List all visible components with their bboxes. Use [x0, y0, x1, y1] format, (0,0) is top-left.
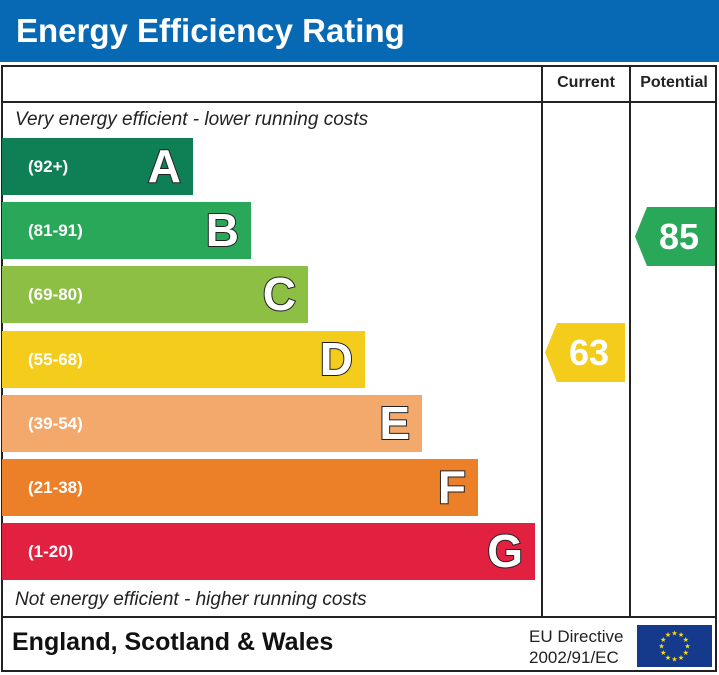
band-range: (92+)	[28, 157, 69, 176]
band-letter: G	[486, 524, 524, 578]
star: ★	[684, 643, 690, 651]
eu-flag-icon: ★ ★★★★★★★★★★★	[637, 625, 712, 667]
band-c: (69-80) C	[2, 266, 308, 324]
footer-divider	[1, 616, 717, 618]
chart-title: Energy Efficiency Rating	[0, 0, 719, 62]
band-letter: A	[147, 139, 182, 193]
band-f: (21-38) F	[2, 459, 478, 516]
bottom-note: Not energy efficient - higher running co…	[15, 589, 367, 610]
star: ★	[678, 654, 684, 662]
top-note: Very energy efficient - lower running co…	[15, 109, 369, 130]
star: ★	[665, 654, 671, 662]
band-range: (1-20)	[28, 542, 74, 562]
band-letter: D	[319, 332, 354, 386]
potential-rating-arrow: 85	[635, 207, 715, 266]
band-range: (69-80)	[28, 285, 83, 305]
star: ★	[658, 643, 664, 651]
band-range: (55-68)	[28, 349, 83, 369]
star: ★	[665, 631, 671, 639]
star: ★	[683, 636, 689, 644]
column-divider	[629, 65, 631, 617]
directive-line2: 2002/91/EC	[529, 648, 619, 667]
current-rating-arrow: 63	[545, 323, 625, 382]
band-letter: C	[262, 267, 297, 321]
band-letter: B	[205, 203, 240, 257]
potential-column-header: Potential	[640, 74, 708, 91]
star: ★	[671, 656, 677, 664]
band-letter: E	[378, 396, 411, 450]
band-b: (81-91) B	[2, 202, 251, 260]
band-range: (21-38)	[28, 478, 83, 497]
header-divider	[1, 101, 717, 103]
band-letter: F	[437, 460, 467, 514]
star: ★	[683, 649, 689, 657]
band-range: (39-54)	[28, 413, 83, 433]
band-e: (39-54) E	[2, 394, 422, 452]
star: ★	[660, 636, 666, 644]
star: ★	[671, 630, 677, 638]
band-g: (1-20) G	[2, 523, 535, 581]
band-a: (92+) A	[2, 138, 193, 195]
column-divider	[541, 65, 543, 617]
band-range: (81-91)	[28, 221, 83, 241]
region-label: England, Scotland & Wales	[12, 628, 334, 656]
star: ★	[660, 649, 666, 657]
band-d: (55-68) D	[2, 330, 365, 388]
star: ★	[678, 631, 684, 639]
current-column-header: Current	[557, 74, 615, 91]
directive-line1: EU Directive	[529, 627, 624, 646]
